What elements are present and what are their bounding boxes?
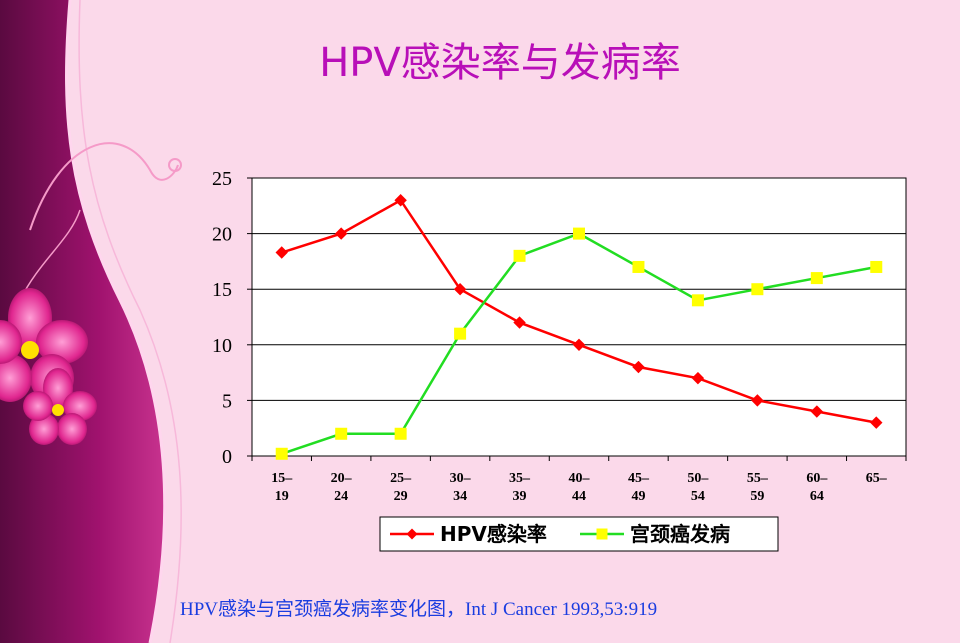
x-tick-label: 40– <box>569 471 591 486</box>
x-tick-label: 34 <box>453 489 467 504</box>
x-tick-label: 24 <box>334 489 348 504</box>
data-point <box>632 360 645 374</box>
data-point <box>394 194 407 207</box>
data-point <box>810 272 823 285</box>
x-tick-label: 44 <box>572 489 586 504</box>
data-point <box>810 405 824 418</box>
x-tick-label: 54 <box>691 489 705 504</box>
data-point <box>513 249 526 262</box>
data-point <box>275 447 288 460</box>
data-point <box>513 316 526 329</box>
x-tick-label: 50– <box>687 471 709 486</box>
x-tick-label: 30– <box>450 471 472 486</box>
legend <box>379 516 779 552</box>
x-tick-label: 49 <box>631 489 645 504</box>
legend-marker <box>406 528 418 540</box>
y-tick-label: 20 <box>212 224 232 246</box>
data-point <box>334 227 348 240</box>
data-point <box>751 283 764 296</box>
x-tick-label: 25– <box>390 471 412 486</box>
data-point <box>454 327 467 340</box>
y-tick-label: 5 <box>222 390 232 412</box>
data-point <box>751 394 764 407</box>
data-point <box>691 294 704 307</box>
y-tick-label: 25 <box>212 168 232 190</box>
x-tick-label: 65– <box>866 471 888 486</box>
plot-area <box>251 177 907 457</box>
x-tick-label: 29 <box>394 489 408 504</box>
x-tick-label: 20– <box>331 471 353 486</box>
x-tick-label: 59 <box>750 489 764 504</box>
x-tick-label: 19 <box>275 489 289 504</box>
y-tick-label: 0 <box>222 446 232 468</box>
legend-marker <box>596 528 608 540</box>
data-point <box>453 282 467 296</box>
x-tick-label: 60– <box>806 471 828 486</box>
data-point <box>335 427 348 440</box>
legend-label: 宫颈癌发病 <box>630 522 730 546</box>
page-title: HPV感染率与发病率 <box>319 40 681 86</box>
y-tick-label: 10 <box>212 335 232 357</box>
figure-caption: HPV感染与宫颈癌发病率变化图，Int J Cancer 1993,53:919 <box>180 599 658 620</box>
legend-label: HPV感染率 <box>440 522 547 546</box>
data-point <box>573 227 585 240</box>
data-point <box>870 260 883 273</box>
x-tick-label: 15– <box>271 471 293 486</box>
x-tick-label: 35– <box>509 471 531 486</box>
data-point <box>275 246 288 259</box>
x-tick-label: 45– <box>628 471 650 486</box>
data-point <box>870 416 883 429</box>
y-tick-label: 15 <box>212 279 232 301</box>
flower-icon <box>23 368 97 445</box>
x-tick-label: 64 <box>810 489 824 504</box>
data-point <box>572 338 586 352</box>
data-point <box>394 427 407 440</box>
x-tick-label: 39 <box>513 489 527 504</box>
data-point <box>691 371 705 385</box>
data-point <box>632 260 645 273</box>
x-tick-label: 55– <box>747 471 769 486</box>
